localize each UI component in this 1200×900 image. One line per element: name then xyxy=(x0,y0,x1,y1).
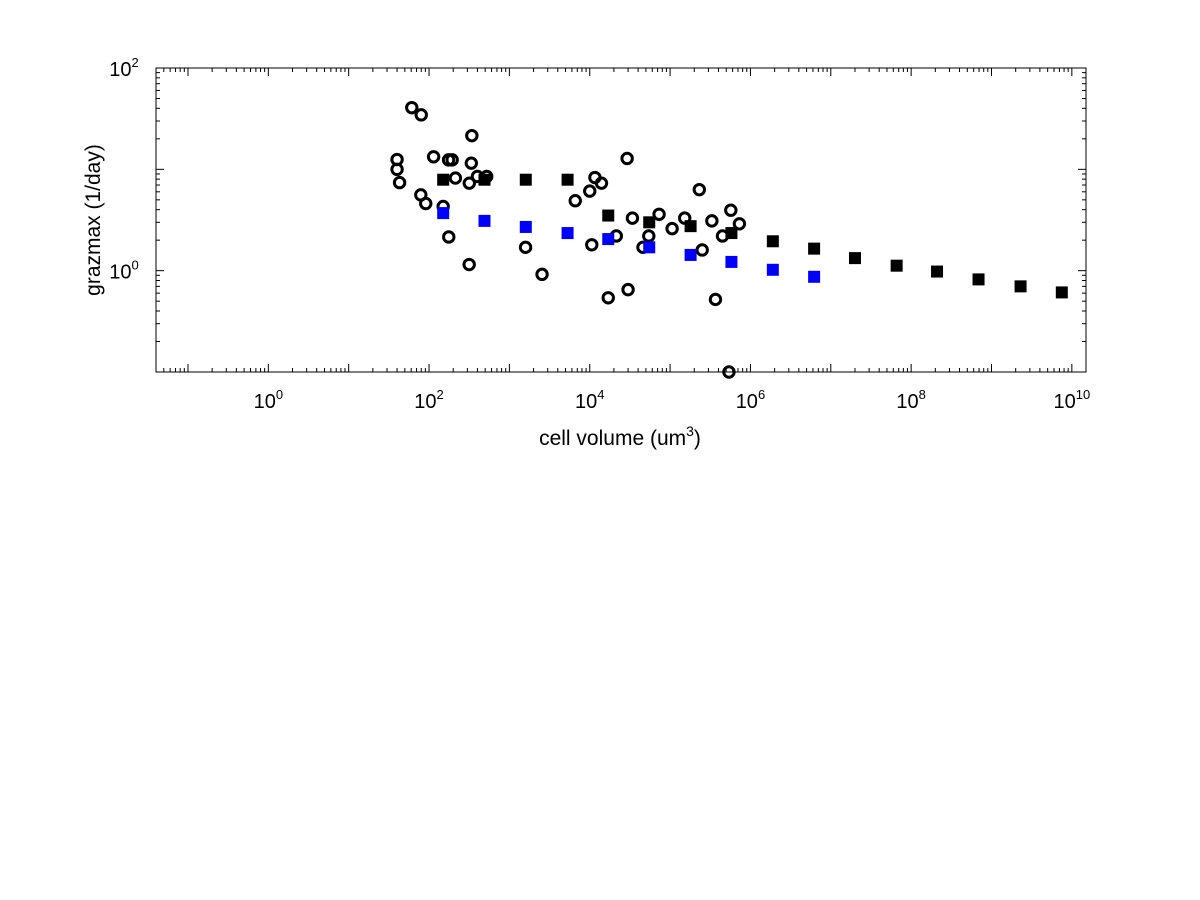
data-point-circle xyxy=(392,175,407,190)
data-point-circle xyxy=(708,292,723,307)
data-point-square xyxy=(766,263,779,276)
data-point-circle xyxy=(692,182,707,197)
data-point-square xyxy=(931,265,944,278)
data-point-circle xyxy=(583,184,597,198)
data-point-square xyxy=(602,209,615,222)
data-point-square xyxy=(848,252,861,265)
data-point-circle xyxy=(568,194,582,208)
y-tick-label: 100 xyxy=(109,258,138,284)
data-point-square xyxy=(1055,286,1068,299)
plot-area-border xyxy=(155,67,1087,373)
tick-labels: 100 102 104 106 108 1010 100 102 xyxy=(109,55,1090,413)
data-point-circle xyxy=(464,156,479,170)
data-marks xyxy=(390,100,1068,379)
data-point-square xyxy=(643,241,656,254)
data-point-circle xyxy=(695,243,709,257)
data-point-circle xyxy=(448,171,463,185)
data-point-square xyxy=(643,216,656,229)
data-point-circle xyxy=(465,128,479,143)
data-point-circle xyxy=(642,229,656,243)
data-point-square xyxy=(561,227,574,240)
data-point-square xyxy=(890,259,903,272)
x-tick-label: 106 xyxy=(736,387,765,413)
axis-ticks xyxy=(155,67,1086,373)
data-point-circle xyxy=(594,176,609,190)
data-point-circle xyxy=(414,108,428,122)
x-tick-label: 100 xyxy=(254,387,283,413)
data-point-circle xyxy=(419,196,433,211)
data-point-square xyxy=(808,270,821,283)
data-point-circle xyxy=(585,238,599,252)
data-point-square xyxy=(602,233,615,246)
data-point-square xyxy=(437,173,450,186)
x-tick-label: 108 xyxy=(896,387,925,413)
data-point-square xyxy=(972,273,985,286)
data-point-circle xyxy=(518,240,533,255)
data-point-square xyxy=(684,220,697,233)
data-point-circle xyxy=(426,150,441,164)
data-point-circle xyxy=(620,151,634,166)
y-tick-label: 102 xyxy=(109,55,138,81)
data-point-square xyxy=(437,207,450,220)
x-tick-label: 1010 xyxy=(1053,387,1090,413)
x-tick-label: 102 xyxy=(414,387,443,413)
data-point-square xyxy=(561,173,574,186)
data-point-square xyxy=(478,173,491,186)
data-point-circle xyxy=(625,211,640,225)
data-point-circle xyxy=(652,207,666,221)
x-axis-label: cell volume (um3) xyxy=(539,423,701,450)
plot-frame xyxy=(155,67,1087,373)
data-point-circle xyxy=(621,282,635,297)
data-point-square xyxy=(808,242,821,255)
data-point-square xyxy=(684,248,697,261)
data-point-circle xyxy=(722,365,736,379)
data-point-circle xyxy=(462,176,476,190)
data-point-circle xyxy=(535,267,549,282)
data-point-circle xyxy=(665,221,679,236)
data-point-circle xyxy=(705,214,719,228)
data-point-circle xyxy=(601,291,615,305)
data-point-circle xyxy=(724,203,738,217)
data-point-circle xyxy=(442,230,456,244)
data-point-circle xyxy=(732,217,747,231)
y-axis-label: grazmax (1/day) xyxy=(82,144,105,296)
data-point-circle xyxy=(405,100,419,115)
x-tick-label: 104 xyxy=(575,387,604,413)
data-point-square xyxy=(478,214,491,227)
data-point-circle xyxy=(462,257,476,272)
data-point-square xyxy=(1014,280,1027,293)
data-point-square xyxy=(519,220,532,233)
data-point-circle xyxy=(390,162,404,177)
data-point-square xyxy=(519,173,532,186)
data-point-square xyxy=(766,235,779,248)
data-point-square xyxy=(725,227,738,240)
data-point-square xyxy=(725,255,738,268)
data-point-circle xyxy=(445,153,459,167)
